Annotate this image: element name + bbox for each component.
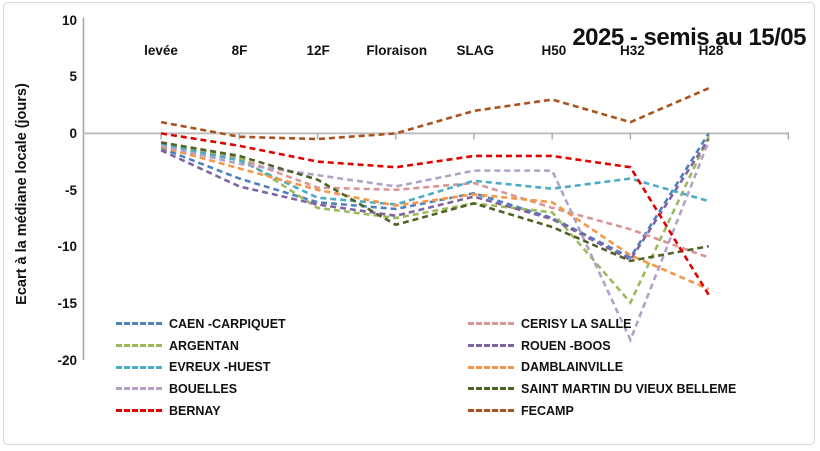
legend-line-swatch [116, 387, 162, 391]
legend-item: BOUELLES [116, 378, 468, 400]
legend-line-swatch [116, 322, 162, 326]
legend-line-swatch [116, 409, 162, 413]
legend-item: FECAMP [468, 400, 776, 422]
legend-line-swatch [116, 365, 162, 369]
y-tick-label: -15 [57, 295, 77, 311]
y-axis-title: Ecart à la médiane locale (jours) [14, 83, 30, 305]
y-tick-label: -5 [64, 182, 77, 198]
legend-line-swatch [468, 387, 514, 391]
legend-label: ROUEN -BOOS [521, 338, 611, 353]
legend: CAEN -CARPIQUET CERISY LA SALLE ARGENTAN RO… [116, 313, 776, 421]
legend-label: CAEN -CARPIQUET [169, 316, 286, 331]
chart-frame: 2025 - semis au 15/05 Ecart à la médiane… [3, 2, 815, 445]
legend-item: EVREUX -HUEST [116, 356, 468, 378]
y-tick-label: 0 [69, 126, 77, 141]
legend-item: ROUEN -BOOS [468, 335, 776, 357]
legend-label: DAMBLAINVILLE [521, 360, 624, 375]
legend-label: BOUELLES [169, 381, 238, 396]
x-category-label: levée [144, 43, 178, 58]
legend-item: CERISY LA SALLE [468, 313, 776, 335]
legend-label: FECAMP [521, 403, 574, 418]
x-category-label: Floraison [366, 43, 428, 58]
legend-item: SAINT MARTIN DU VIEUX BELLEME [468, 378, 776, 400]
legend-line-swatch [468, 409, 514, 413]
legend-line-swatch [468, 365, 514, 369]
x-category-label: H50 [541, 43, 567, 58]
x-category-label: H32 [620, 43, 645, 58]
legend-label: CERISY LA SALLE [521, 316, 632, 331]
legend-line-swatch [468, 322, 514, 326]
y-tick-label: -10 [57, 239, 77, 255]
series-line-caen-carpiquet [160, 132, 710, 260]
series-line-saint-martin-du-vieux-belleme [160, 141, 709, 263]
y-tick-label: -20 [57, 352, 77, 368]
legend-item: ARGENTAN [116, 335, 468, 357]
x-category-label: 12F [306, 43, 330, 58]
legend-item: CAEN -CARPIQUET [116, 313, 468, 335]
series-line-rouen-boos [160, 138, 710, 262]
x-category-label: H28 [698, 43, 724, 58]
y-tick-label: 5 [69, 69, 77, 85]
legend-label: EVREUX -HUEST [169, 360, 271, 375]
chart-title: 2025 - semis au 15/05 [572, 24, 806, 51]
legend-line-swatch [116, 344, 162, 348]
series-line-bernay [160, 132, 710, 296]
y-tick-label: 10 [61, 12, 77, 28]
x-category-label: SLAG [456, 43, 495, 58]
plot-area [82, 17, 789, 361]
legend-line-swatch [468, 344, 514, 348]
series-line-cerisy-la-salle [160, 143, 710, 259]
series-line-damblainville [160, 145, 710, 291]
legend-label: ARGENTAN [169, 338, 239, 353]
legend-label: SAINT MARTIN DU VIEUX BELLEME [521, 381, 737, 396]
legend-item: DAMBLAINVILLE [468, 356, 776, 378]
legend-label: BERNAY [169, 403, 221, 418]
series-line-fecamp [160, 87, 710, 141]
x-category-label: 8F [231, 43, 248, 58]
series-line-bouelles [160, 140, 710, 344]
legend-item: BERNAY [116, 400, 468, 422]
series-line-evreux-huest [160, 143, 709, 206]
